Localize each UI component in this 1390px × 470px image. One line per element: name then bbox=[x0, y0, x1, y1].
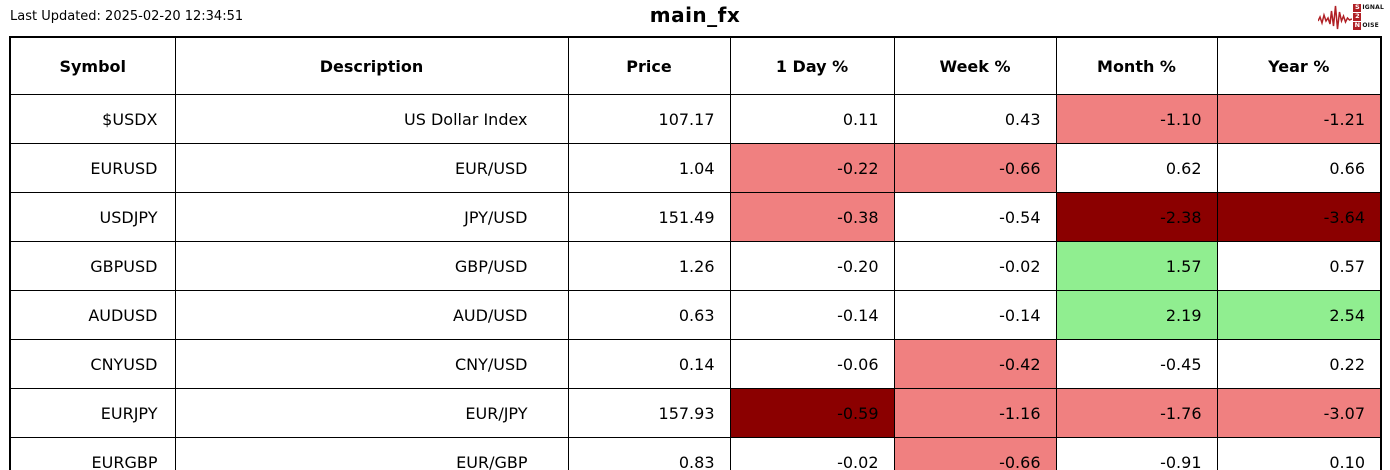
cell-symbol: CNYUSD bbox=[9, 339, 176, 389]
col-header-1day-pct: 1 Day % bbox=[729, 36, 895, 95]
cell-symbol: $USDX bbox=[9, 94, 176, 144]
cell-price: 0.83 bbox=[567, 437, 731, 470]
cell-price: 1.26 bbox=[567, 241, 731, 291]
fx-table: Symbol Description Price 1 Day % Week % … bbox=[9, 36, 1382, 470]
cell-description: GBP/USD bbox=[174, 241, 569, 291]
logo-word-signal: IGNAL bbox=[1362, 3, 1384, 11]
col-header-month-pct: Month % bbox=[1055, 36, 1218, 95]
cell-year-pct: -3.64 bbox=[1216, 192, 1382, 242]
cell-1day-pct: -0.22 bbox=[729, 143, 895, 193]
cell-1day-pct: -0.20 bbox=[729, 241, 895, 291]
cell-month-pct: -0.91 bbox=[1055, 437, 1218, 470]
logo-letter-s: S bbox=[1353, 3, 1362, 12]
cell-week-pct: -0.02 bbox=[893, 241, 1057, 291]
cell-description: EUR/JPY bbox=[174, 388, 569, 438]
cell-description: AUD/USD bbox=[174, 290, 569, 340]
logo-line-signal: S IGNAL bbox=[1353, 3, 1384, 12]
cell-week-pct: -0.54 bbox=[893, 192, 1057, 242]
cell-price: 0.63 bbox=[567, 290, 731, 340]
cell-year-pct: 0.22 bbox=[1216, 339, 1382, 389]
cell-symbol: GBPUSD bbox=[9, 241, 176, 291]
col-header-week-pct: Week % bbox=[893, 36, 1057, 95]
cell-symbol: EURJPY bbox=[9, 388, 176, 438]
logo-text: S IGNAL 2 N OISE bbox=[1353, 3, 1384, 30]
table-row: EURGBP EUR/GBP 0.83 -0.02 -0.66 -0.91 0.… bbox=[9, 437, 1382, 470]
cell-price: 0.14 bbox=[567, 339, 731, 389]
cell-month-pct: -1.10 bbox=[1055, 94, 1218, 144]
cell-symbol: AUDUSD bbox=[9, 290, 176, 340]
cell-price: 107.17 bbox=[567, 94, 731, 144]
cell-description: EUR/GBP bbox=[174, 437, 569, 470]
cell-year-pct: 0.10 bbox=[1216, 437, 1382, 470]
col-header-symbol: Symbol bbox=[9, 36, 176, 95]
cell-year-pct: 0.66 bbox=[1216, 143, 1382, 193]
cell-symbol: USDJPY bbox=[9, 192, 176, 242]
cell-year-pct: -3.07 bbox=[1216, 388, 1382, 438]
col-header-description: Description bbox=[174, 36, 569, 95]
cell-symbol: EURUSD bbox=[9, 143, 176, 193]
cell-1day-pct: -0.38 bbox=[729, 192, 895, 242]
col-header-price: Price bbox=[567, 36, 731, 95]
cell-1day-pct: -0.06 bbox=[729, 339, 895, 389]
cell-month-pct: 0.62 bbox=[1055, 143, 1218, 193]
cell-price: 151.49 bbox=[567, 192, 731, 242]
signal2noise-logo: S IGNAL 2 N OISE bbox=[1318, 3, 1384, 30]
cell-month-pct: -2.38 bbox=[1055, 192, 1218, 242]
cell-month-pct: -0.45 bbox=[1055, 339, 1218, 389]
cell-price: 1.04 bbox=[567, 143, 731, 193]
logo-digit-2: 2 bbox=[1353, 12, 1362, 21]
last-updated-timestamp: Last Updated: 2025-02-20 12:34:51 bbox=[10, 9, 244, 24]
cell-month-pct: 1.57 bbox=[1055, 241, 1218, 291]
table-row: CNYUSD CNY/USD 0.14 -0.06 -0.42 -0.45 0.… bbox=[9, 339, 1382, 389]
cell-1day-pct: 0.11 bbox=[729, 94, 895, 144]
table-header-row: Symbol Description Price 1 Day % Week % … bbox=[9, 36, 1382, 95]
logo-line-noise: N OISE bbox=[1353, 21, 1384, 30]
cell-price: 157.93 bbox=[567, 388, 731, 438]
cell-description: JPY/USD bbox=[174, 192, 569, 242]
cell-1day-pct: -0.59 bbox=[729, 388, 895, 438]
cell-year-pct: -1.21 bbox=[1216, 94, 1382, 144]
table-row: AUDUSD AUD/USD 0.63 -0.14 -0.14 2.19 2.5… bbox=[9, 290, 1382, 340]
cell-description: EUR/USD bbox=[174, 143, 569, 193]
signal-waveform-icon bbox=[1318, 5, 1353, 30]
cell-week-pct: -0.14 bbox=[893, 290, 1057, 340]
logo-word-noise: OISE bbox=[1362, 21, 1379, 29]
cell-symbol: EURGBP bbox=[9, 437, 176, 470]
table-row: EURUSD EUR/USD 1.04 -0.22 -0.66 0.62 0.6… bbox=[9, 143, 1382, 193]
cell-description: US Dollar Index bbox=[174, 94, 569, 144]
cell-week-pct: -0.66 bbox=[893, 437, 1057, 470]
cell-description: CNY/USD bbox=[174, 339, 569, 389]
table-row: USDJPY JPY/USD 151.49 -0.38 -0.54 -2.38 … bbox=[9, 192, 1382, 242]
table-row: GBPUSD GBP/USD 1.26 -0.20 -0.02 1.57 0.5… bbox=[9, 241, 1382, 291]
table-row: EURJPY EUR/JPY 157.93 -0.59 -1.16 -1.76 … bbox=[9, 388, 1382, 438]
cell-year-pct: 2.54 bbox=[1216, 290, 1382, 340]
cell-week-pct: -0.42 bbox=[893, 339, 1057, 389]
cell-year-pct: 0.57 bbox=[1216, 241, 1382, 291]
page-title: main_fx bbox=[649, 3, 741, 27]
logo-line-2: 2 bbox=[1353, 12, 1384, 21]
logo-letter-n: N bbox=[1353, 21, 1362, 30]
cell-1day-pct: -0.14 bbox=[729, 290, 895, 340]
cell-week-pct: -1.16 bbox=[893, 388, 1057, 438]
col-header-year-pct: Year % bbox=[1216, 36, 1382, 95]
cell-month-pct: -1.76 bbox=[1055, 388, 1218, 438]
table-row: $USDX US Dollar Index 107.17 0.11 0.43 -… bbox=[9, 94, 1382, 144]
cell-week-pct: 0.43 bbox=[893, 94, 1057, 144]
cell-1day-pct: -0.02 bbox=[729, 437, 895, 470]
cell-month-pct: 2.19 bbox=[1055, 290, 1218, 340]
cell-week-pct: -0.66 bbox=[893, 143, 1057, 193]
